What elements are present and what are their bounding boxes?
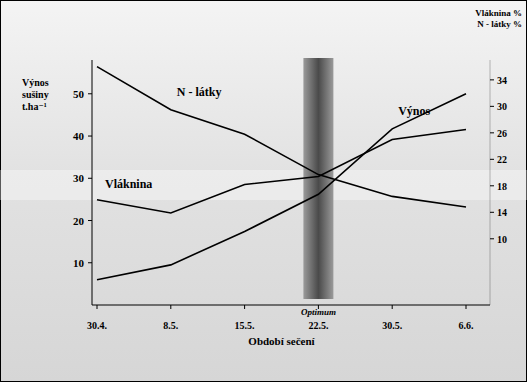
x-tick-label: 30.4.	[87, 320, 108, 331]
y2-tick-label: 30	[497, 101, 507, 112]
y2-tick-label: 18	[497, 181, 507, 192]
x-tick	[466, 305, 467, 309]
y-tick	[88, 220, 92, 221]
x-tick-label: 22.5.	[308, 320, 329, 331]
x-tick	[244, 305, 245, 309]
series-line	[97, 94, 466, 280]
y-tick-label: 40	[73, 130, 85, 142]
y-tick	[88, 136, 92, 137]
y2-tick-label: 14	[497, 207, 507, 218]
y2-tick-label: 22	[497, 154, 507, 165]
x-tick	[318, 305, 319, 309]
y2-axis-title: N - látky %	[477, 19, 522, 29]
y2-tick	[490, 106, 494, 107]
x-tick	[97, 305, 98, 309]
x-tick	[392, 305, 393, 309]
x-tick-label: 8.5.	[163, 320, 179, 331]
x-tick-label: 6.6.	[459, 320, 475, 331]
y2-tick	[490, 212, 494, 213]
y2-tick	[490, 159, 494, 160]
y-tick	[88, 93, 92, 94]
series-label: N - látky	[177, 85, 222, 99]
y-tick	[88, 178, 92, 179]
series-line	[97, 130, 466, 214]
y-axis-title-line: t.ha⁻¹	[22, 101, 47, 112]
y-axis-title: Výnossušinyt.ha⁻¹	[22, 77, 49, 112]
bg-stripe	[0, 170, 527, 200]
y-axis	[92, 60, 93, 305]
x-tick-label: 30.5.	[382, 320, 403, 331]
y2-tick-label: 10	[497, 234, 507, 245]
plot-area	[97, 67, 466, 280]
y-tick-label: 20	[73, 215, 85, 227]
x-tick	[170, 305, 171, 309]
y2-tick-label: 34	[497, 75, 507, 86]
y2-tick	[490, 132, 494, 133]
x-tick-label: 15.5.	[235, 320, 256, 331]
y2-axis-title: Vláknina %	[475, 8, 522, 18]
background	[1, 1, 527, 382]
y2-axis	[490, 60, 491, 305]
y-tick-label: 10	[73, 257, 85, 269]
y-tick-label: 30	[73, 172, 85, 184]
series-label: Výnos	[398, 104, 430, 118]
y-tick	[88, 262, 92, 263]
x-axis	[92, 305, 490, 306]
x-axis-title: Období sečení	[248, 335, 315, 347]
y2-tick-label: 26	[497, 128, 507, 139]
y-axis-title-line: Výnos	[22, 77, 49, 88]
y-tick-label: 50	[73, 88, 85, 100]
series-label: Vláknina	[105, 177, 152, 191]
y2-tick	[490, 238, 494, 239]
chart: Optimum10203040501014182226303430.4.8.5.…	[0, 0, 527, 382]
y2-tick	[490, 185, 494, 186]
y2-tick	[490, 79, 494, 80]
y-axis-title-line: sušiny	[22, 89, 49, 100]
